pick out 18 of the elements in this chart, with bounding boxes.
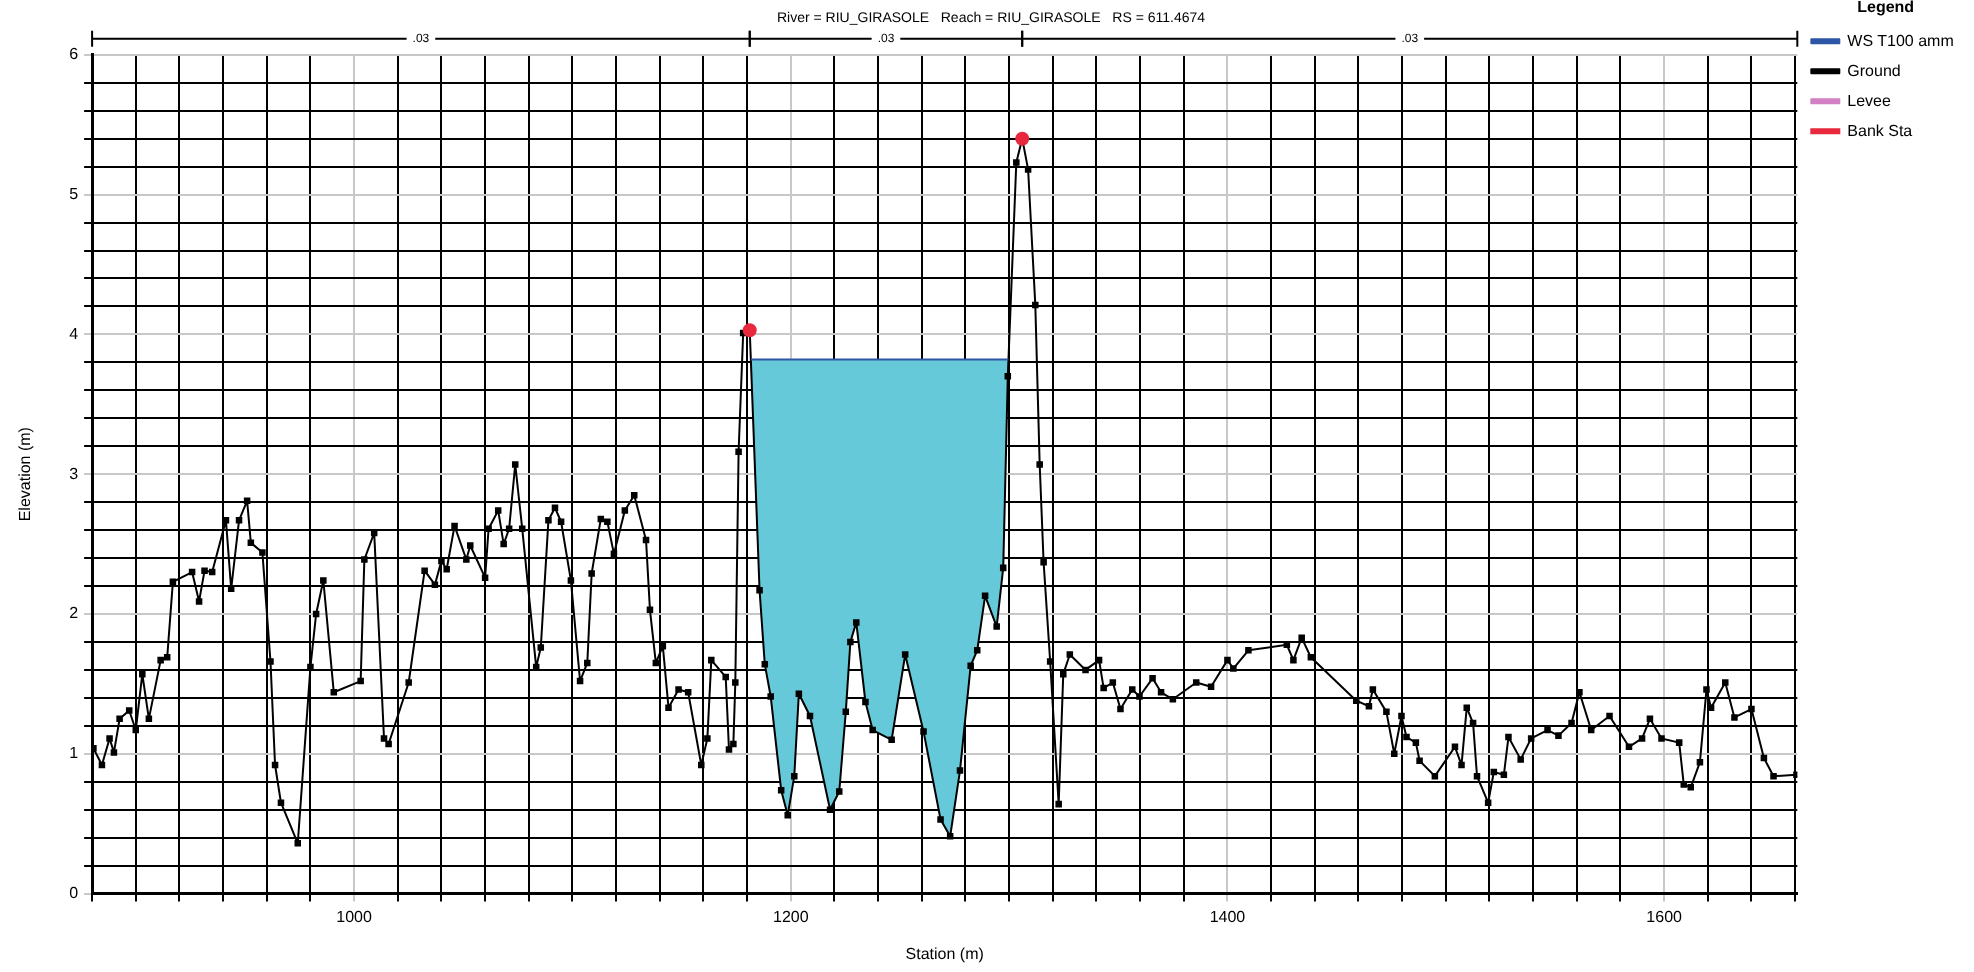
y-tick-label: 0 [69,884,80,903]
x-tick-label: 1400 [1209,907,1247,926]
x-tick-label: 1200 [772,907,810,926]
y-tick-label: 6 [69,45,80,64]
legend-label: Ground [1847,61,1901,80]
y-tick-label: 1 [69,744,80,763]
legend-label: Levee [1847,91,1893,110]
y-tick-label: 4 [69,324,80,343]
legend-title: Legend [1857,0,1915,17]
legend-label: WS T100 amm [1847,31,1955,50]
y-tick-label: 3 [69,464,80,483]
y-tick-label: 5 [69,185,80,204]
x-axis-title: Station (m) [905,944,985,963]
x-tick-label: 1600 [1646,907,1684,926]
legend-label: Bank Sta [1847,121,1914,140]
x-tick-label: 1000 [336,907,373,926]
y-axis-title: Elevation (m) [16,426,35,522]
y-tick-label: 2 [69,604,80,623]
